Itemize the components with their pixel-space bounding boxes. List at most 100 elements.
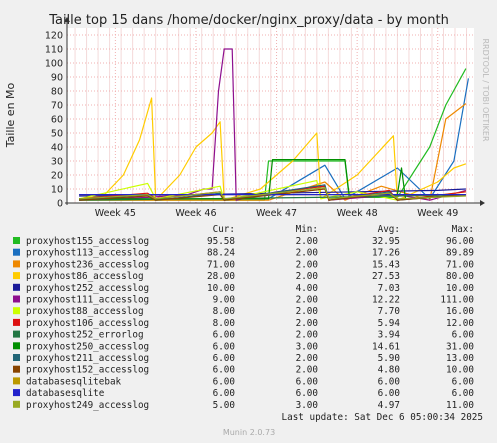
- legend-value-cur: 8.00: [213, 318, 235, 329]
- legend-value-cur: 6.00: [213, 330, 235, 341]
- legend-value-avg: 7.03: [378, 283, 400, 294]
- legend-series-name: proxyhost252_accesslog: [26, 283, 149, 294]
- legend-value-avg: 15.43: [372, 259, 400, 270]
- y-tick-label: 30: [51, 157, 63, 168]
- legend-value-max: 80.00: [446, 271, 474, 282]
- legend-series-name: proxyhost113_accesslog: [26, 248, 149, 259]
- last-update: Last update: Sat Dec 6 05:00:34 2025: [282, 412, 484, 423]
- legend-swatch: [13, 283, 20, 291]
- x-tick-label: Week 48: [337, 208, 378, 219]
- legend-value-max: 10.00: [446, 283, 474, 294]
- y-tick-label: 60: [51, 115, 63, 126]
- legend-value-min: 6.00: [296, 388, 318, 399]
- legend-value-cur: 6.00: [213, 388, 235, 399]
- x-axis-arrow: [480, 200, 485, 206]
- legend-value-min: 2.00: [296, 259, 318, 270]
- legend-value-cur: 8.00: [213, 306, 235, 317]
- legend-swatch: [13, 248, 20, 256]
- legend-swatch: [13, 307, 20, 315]
- legend-value-cur: 6.00: [213, 365, 235, 376]
- legend-column-header: Min:: [296, 224, 318, 235]
- legend-value-cur: 6.00: [213, 341, 235, 352]
- legend-swatch: [13, 354, 20, 361]
- legend-swatch: [13, 342, 20, 350]
- y-axis-arrow: [64, 17, 70, 22]
- legend-value-cur: 71.00: [207, 259, 235, 270]
- legend-value-max: 6.00: [452, 376, 474, 387]
- series-line: [79, 159, 466, 200]
- legend-value-max: 31.00: [446, 341, 474, 352]
- legend-value-max: 11.00: [446, 400, 474, 411]
- legend-column-header: Avg:: [378, 224, 400, 235]
- legend-series-name: proxyhost111_accesslog: [26, 295, 149, 306]
- y-tick-label: 90: [51, 73, 63, 84]
- y-tick-label: 70: [51, 101, 63, 112]
- legend-value-max: 111.00: [440, 295, 474, 306]
- legend-swatch: [13, 318, 20, 326]
- legend-value-min: 2.00: [296, 295, 318, 306]
- legend-column-header: Max:: [452, 224, 474, 235]
- legend-value-avg: 12.22: [372, 295, 400, 306]
- series-line: [79, 187, 466, 200]
- x-tick-label: Week 49: [417, 208, 458, 219]
- legend-value-avg: 3.94: [378, 330, 401, 341]
- legend-value-max: 12.00: [446, 318, 474, 329]
- legend-value-avg: 17.26: [372, 248, 400, 259]
- y-tick-label: 10: [51, 185, 63, 196]
- legend-value-avg: 32.95: [372, 236, 400, 247]
- chart-title: Taille top 15 dans /home/docker/nginx_pr…: [48, 13, 449, 28]
- x-tick-label: Week 46: [175, 208, 216, 219]
- legend-swatch: [13, 400, 20, 408]
- legend-value-min: 2.00: [296, 306, 318, 317]
- legend-value-min: 3.00: [296, 341, 318, 352]
- legend-value-cur: 10.00: [207, 283, 235, 294]
- legend-series-name: databasesqlite: [26, 388, 105, 399]
- x-tick-label: Week 45: [95, 208, 136, 219]
- legend-value-min: 2.00: [296, 318, 318, 329]
- legend-series-name: proxyhost86_accesslog: [26, 271, 144, 282]
- legend-column-header: Cur:: [213, 224, 235, 235]
- legend-value-avg: 4.80: [378, 365, 400, 376]
- series-lines: [78, 48, 469, 201]
- y-tick-label: 100: [45, 59, 63, 70]
- legend-swatch: [13, 237, 20, 244]
- legend-swatch: [13, 295, 20, 303]
- legend-value-avg: 6.00: [378, 388, 400, 399]
- legend-value-min: 2.00: [296, 271, 318, 282]
- legend-series-name: proxyhost155_accesslog: [26, 236, 149, 247]
- y-tick-label: 110: [45, 45, 63, 56]
- legend-value-min: 2.00: [296, 353, 318, 364]
- munin-version: Munin 2.0.73: [223, 428, 275, 437]
- legend-series-name: proxyhost236_accesslog: [26, 259, 149, 270]
- legend-swatch: [13, 260, 20, 268]
- legend-value-min: 6.00: [296, 376, 318, 387]
- legend-value-min: 2.00: [296, 330, 318, 341]
- legend-value-cur: 5.00: [213, 400, 235, 411]
- legend-value-cur: 6.00: [213, 376, 235, 387]
- legend-value-avg: 7.70: [378, 306, 400, 317]
- legend-swatch: [13, 389, 20, 397]
- y-tick-label: 20: [51, 171, 63, 182]
- legend-series-name: proxyhost249_accesslog: [26, 400, 149, 411]
- legend-series-name: proxyhost250_accesslog: [26, 341, 149, 352]
- legend-value-cur: 6.00: [213, 353, 235, 364]
- legend-swatch: [13, 365, 20, 373]
- legend-value-max: 10.00: [446, 365, 474, 376]
- legend-value-avg: 6.00: [378, 376, 400, 387]
- legend-value-min: 4.00: [296, 283, 318, 294]
- side-label: RRDTOOL / TOBI OETIKER: [481, 38, 490, 141]
- y-tick-label: 0: [57, 199, 63, 210]
- y-tick-label: 40: [51, 143, 63, 154]
- y-axis-label: Taille en Mo: [4, 82, 17, 148]
- legend-value-max: 13.00: [446, 353, 474, 364]
- legend-series-name: databasesqlitebak: [26, 376, 122, 387]
- axes: 0 10 20 30 40 50 60 70 80 90 100 110 120 Week 45 Week …: [45, 17, 485, 219]
- legend-swatch: [13, 377, 20, 385]
- legend-value-min: 2.00: [296, 248, 318, 259]
- legend-swatch: [13, 330, 20, 338]
- legend-series-name: proxyhost252_errorlog: [26, 330, 144, 341]
- legend-value-cur: 95.58: [207, 236, 235, 247]
- legend-value-min: 2.00: [296, 236, 318, 247]
- y-tick-label: 120: [45, 31, 63, 42]
- legend-value-avg: 14.61: [372, 341, 400, 352]
